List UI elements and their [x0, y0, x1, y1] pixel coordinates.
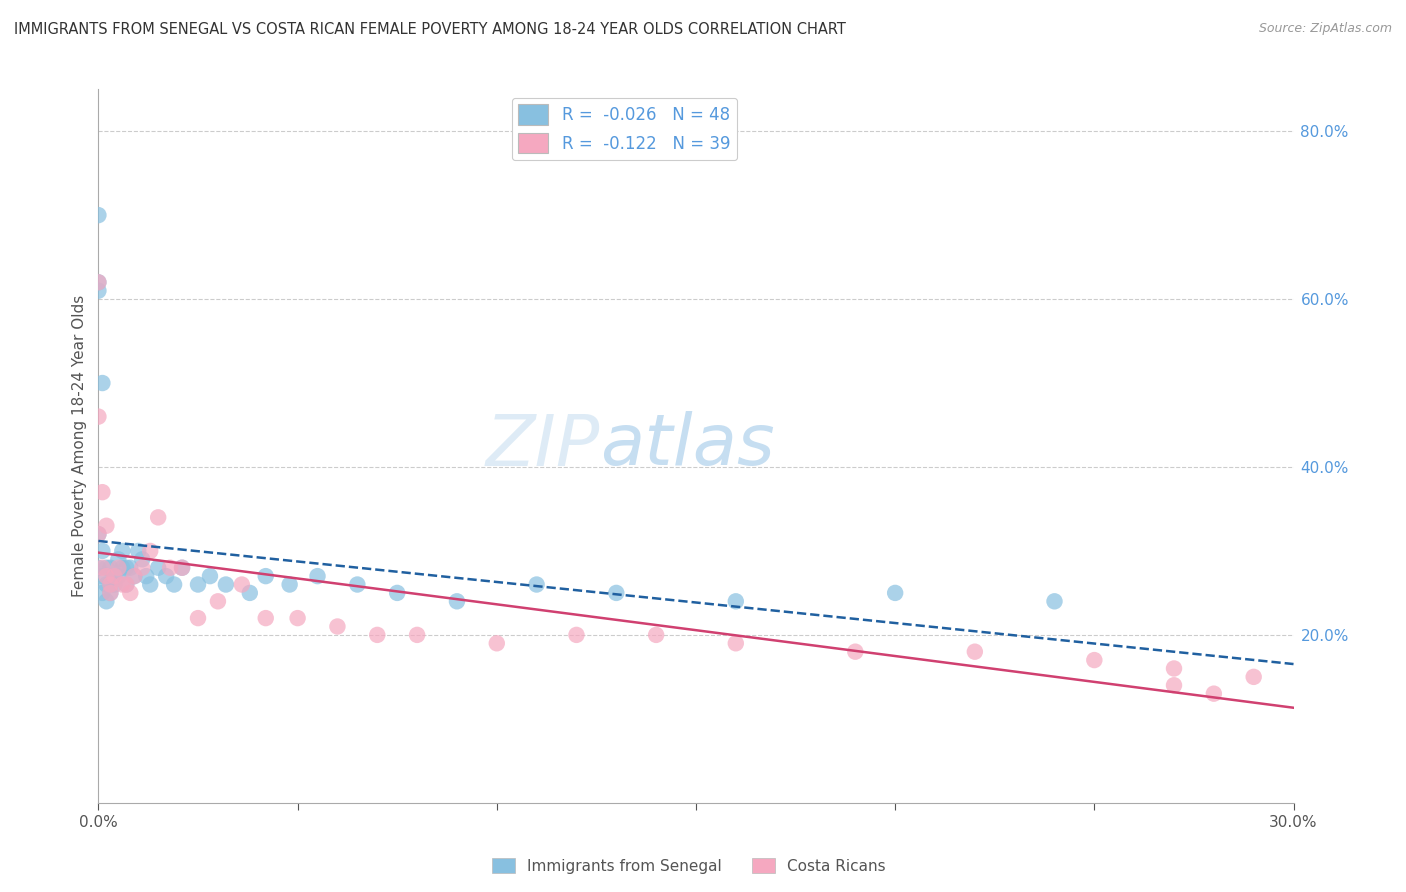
Y-axis label: Female Poverty Among 18-24 Year Olds: Female Poverty Among 18-24 Year Olds	[72, 295, 87, 597]
Text: ZIP: ZIP	[486, 411, 600, 481]
Point	[100, 577, 122, 591]
Point	[159, 560, 181, 574]
Point	[103, 569, 125, 583]
Point	[198, 569, 221, 583]
Point	[131, 552, 153, 566]
Point	[155, 569, 177, 583]
Point	[87, 275, 110, 289]
Point	[131, 560, 153, 574]
Point	[111, 544, 134, 558]
Point	[87, 284, 110, 298]
Point	[91, 544, 114, 558]
Point	[91, 376, 114, 390]
Point	[96, 569, 118, 583]
Point	[100, 560, 122, 574]
Point	[307, 569, 329, 583]
Point	[605, 586, 627, 600]
Point	[96, 560, 118, 574]
Point	[103, 569, 125, 583]
Point	[107, 560, 129, 574]
Point	[120, 586, 142, 600]
Point	[148, 510, 170, 524]
Point	[724, 636, 747, 650]
Point	[844, 645, 866, 659]
Point	[100, 586, 122, 600]
Point	[87, 560, 110, 574]
Point	[385, 586, 409, 600]
Point	[87, 527, 110, 541]
Point	[107, 569, 129, 583]
Point	[1202, 687, 1225, 701]
Point	[87, 409, 110, 424]
Point	[254, 569, 277, 583]
Point	[87, 208, 110, 222]
Point	[96, 518, 118, 533]
Point	[1043, 594, 1066, 608]
Point	[278, 577, 301, 591]
Point	[645, 628, 668, 642]
Point	[124, 569, 146, 583]
Point	[884, 586, 907, 600]
Point	[115, 560, 138, 574]
Point	[87, 275, 110, 289]
Point	[163, 577, 186, 591]
Point	[100, 586, 122, 600]
Point	[215, 577, 238, 591]
Point	[139, 544, 162, 558]
Point	[115, 577, 138, 591]
Point	[231, 577, 253, 591]
Point	[187, 611, 209, 625]
Point	[565, 628, 588, 642]
Point	[148, 560, 170, 574]
Text: atlas: atlas	[600, 411, 775, 481]
Point	[485, 636, 508, 650]
Point	[366, 628, 388, 642]
Point	[446, 594, 468, 608]
Point	[115, 577, 138, 591]
Point	[103, 577, 125, 591]
Point	[963, 645, 986, 659]
Point	[724, 594, 747, 608]
Point	[91, 569, 114, 583]
Point	[120, 560, 142, 574]
Point	[91, 560, 114, 574]
Point	[135, 569, 157, 583]
Point	[172, 560, 194, 574]
Point	[1243, 670, 1265, 684]
Point	[207, 594, 229, 608]
Point	[406, 628, 429, 642]
Point	[127, 544, 149, 558]
Point	[187, 577, 209, 591]
Point	[139, 577, 162, 591]
Point	[107, 552, 129, 566]
Point	[111, 560, 134, 574]
Point	[287, 611, 309, 625]
Point	[111, 577, 134, 591]
Point	[1083, 653, 1105, 667]
Point	[1163, 678, 1185, 692]
Point	[239, 586, 262, 600]
Point	[1163, 661, 1185, 675]
Point	[91, 485, 114, 500]
Point	[100, 577, 122, 591]
Point	[87, 527, 110, 541]
Point	[346, 577, 368, 591]
Point	[124, 569, 146, 583]
Point	[96, 594, 118, 608]
Legend: R =  -0.026   N = 48, R =  -0.122   N = 39: R = -0.026 N = 48, R = -0.122 N = 39	[512, 97, 737, 160]
Legend: Immigrants from Senegal, Costa Ricans: Immigrants from Senegal, Costa Ricans	[485, 852, 893, 880]
Point	[526, 577, 548, 591]
Text: IMMIGRANTS FROM SENEGAL VS COSTA RICAN FEMALE POVERTY AMONG 18-24 YEAR OLDS CORR: IMMIGRANTS FROM SENEGAL VS COSTA RICAN F…	[14, 22, 846, 37]
Point	[326, 619, 349, 633]
Text: Source: ZipAtlas.com: Source: ZipAtlas.com	[1258, 22, 1392, 36]
Point	[172, 560, 194, 574]
Point	[254, 611, 277, 625]
Point	[96, 577, 118, 591]
Point	[91, 586, 114, 600]
